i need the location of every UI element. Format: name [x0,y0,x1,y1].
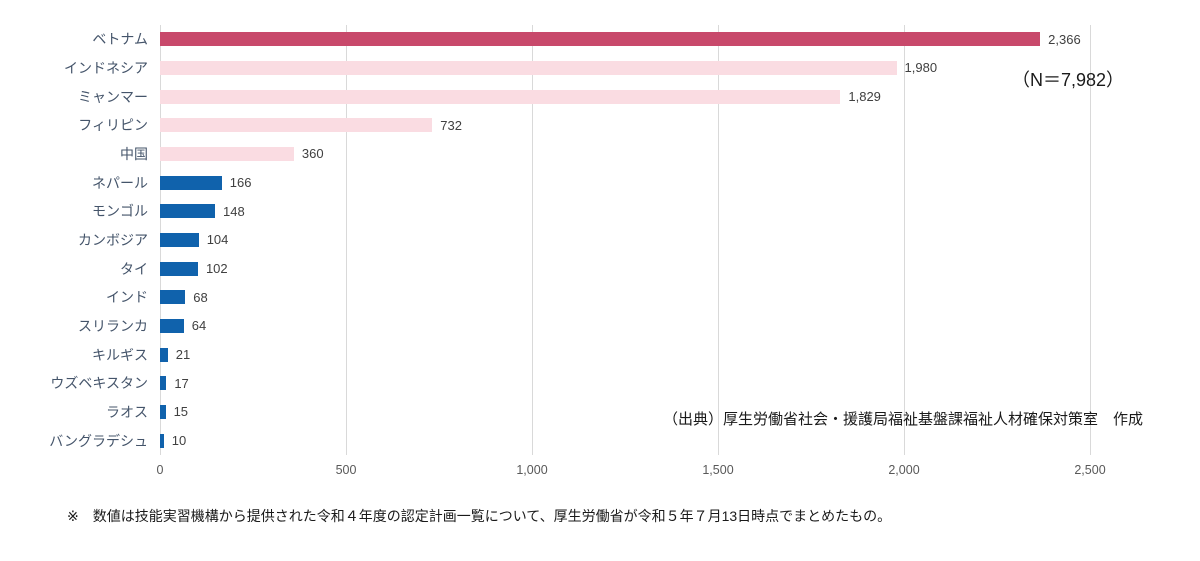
value-label: 732 [440,117,462,133]
value-label: 166 [229,175,252,191]
value-label: 104 [206,232,229,248]
category-label: モンゴル [92,203,148,220]
x-tick-label: 0 [156,463,164,477]
category-label: 中国 [120,145,148,162]
value-label: 360 [301,146,324,162]
gridline [718,25,719,455]
x-axis-ticks: 0 500 1,000 1,500 2,000 2,500 [156,463,1106,481]
bar [160,32,1041,47]
bar-row: 148 [160,197,1090,226]
bar-row: 10 [160,426,1090,455]
value-label: 1,980 [904,60,938,76]
value-label: 15 [173,404,189,420]
value-label: 68 [193,289,208,305]
bar-row: 102 [160,254,1090,283]
bar [160,433,164,448]
bar-row: 64 [160,312,1090,341]
category-label: ラオス [106,403,148,420]
x-tick-label: 500 [335,463,357,477]
value-label: 102 [205,261,228,277]
footnote: ※ 数値は技能実習機構から提供された令和４年度の認定計画一覧について、厚生労働省… [67,508,892,524]
value-label: 1,829 [848,89,881,105]
bar [160,261,198,276]
bar [160,118,433,133]
x-tick-label: 1,500 [702,463,734,477]
value-label: 64 [191,318,207,334]
gridline [904,25,905,455]
category-label: バングラデシュ [49,432,148,449]
bar-row: 1,829 [160,82,1090,111]
bar-row: 104 [160,226,1090,255]
bar [160,404,166,419]
bar [160,60,897,75]
bar [160,89,841,104]
gridline [532,25,533,455]
sample-size-annotation: （N＝7,982） [1012,70,1125,90]
value-label: 148 [223,203,245,219]
category-label: ミャンマー [78,88,148,105]
category-label: ネパール [92,174,148,191]
category-label: カンボジア [78,231,148,248]
gridline [1090,25,1091,455]
bar [160,376,167,391]
category-label: タイ [120,260,148,277]
bar-row: 732 [160,111,1090,140]
bar-row: 17 [160,369,1090,398]
category-label: ウズベキスタン [50,375,148,392]
bar-row: 1,980 [160,54,1090,83]
bar [160,146,294,161]
bar-row: 68 [160,283,1090,312]
bar-row: 360 [160,140,1090,169]
bar-row: 15 [160,398,1090,427]
bar [160,318,184,333]
value-label: 21 [175,347,191,363]
bar [160,347,168,362]
category-label: インドネシア [64,59,148,76]
value-label: 2,366 [1048,31,1081,47]
bar-row: 166 [160,168,1090,197]
category-label: スリランカ [78,317,148,334]
bar [160,290,186,305]
x-tick-label: 1,000 [516,463,548,477]
category-label: ベトナム [92,31,148,48]
value-label: 10 [171,433,187,449]
bar-row: 21 [160,340,1090,369]
bar-row: 2,366 [160,25,1090,54]
bar [160,232,199,247]
category-axis: ベトナムインドネシアミャンマーフィリピン中国ネパールモンゴルカンボジアタイインド… [0,25,148,455]
x-tick-label: 2,000 [888,463,920,477]
x-tick-label: 2,500 [1074,463,1106,477]
bar [160,204,216,219]
gridline [346,25,347,455]
value-label: 17 [174,375,189,391]
bar [160,175,222,190]
category-label: キルギス [92,346,148,363]
category-label: フィリピン [78,117,148,134]
category-label: インド [106,289,148,306]
plot-area: 2,366 1,980 1,829 732 360 166 148 104 102 68 64 21 1… [160,25,1091,455]
source-note: （出典）厚生労働省社会・援護局福祉基盤課福祉人材確保対策室 作成 [663,411,1144,428]
